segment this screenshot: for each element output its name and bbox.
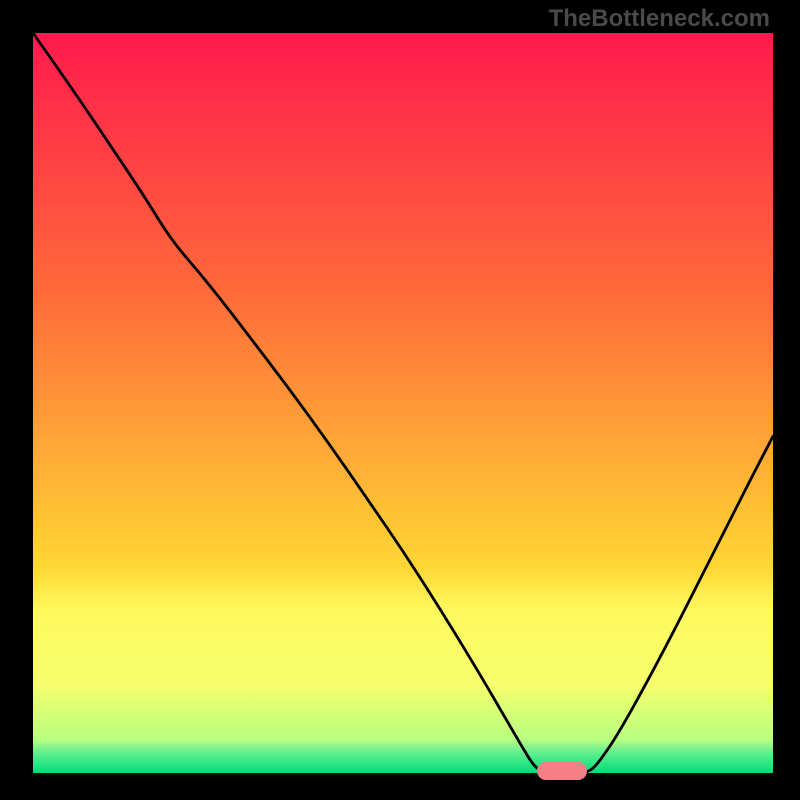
chart-root: TheBottleneck.com — [0, 0, 800, 800]
bottleneck-marker — [537, 762, 587, 780]
plot-area — [33, 33, 773, 773]
watermark-text: TheBottleneck.com — [549, 5, 770, 33]
